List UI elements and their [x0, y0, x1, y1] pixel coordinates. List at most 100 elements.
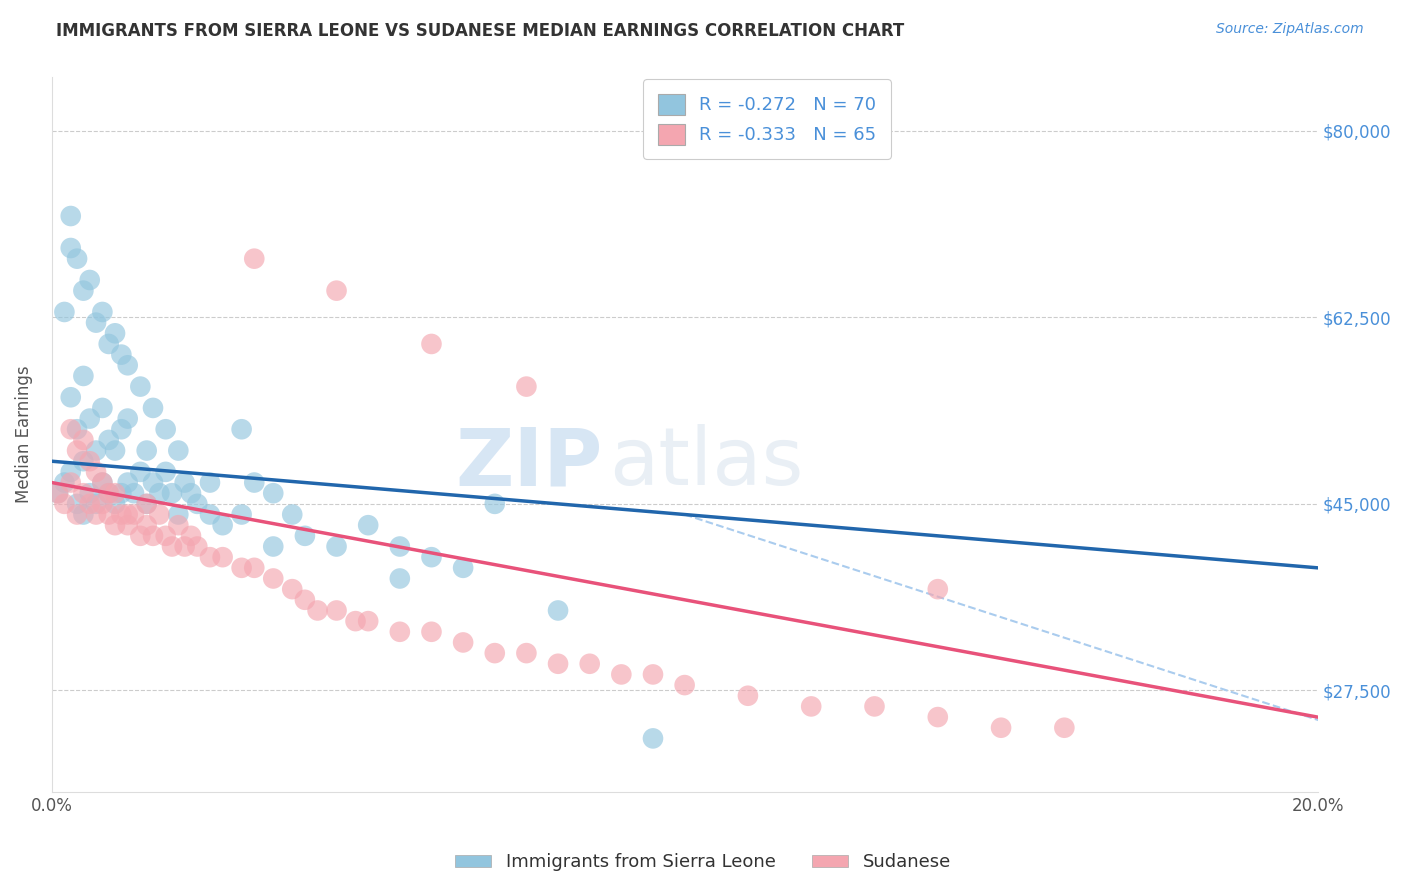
Point	[117, 411, 139, 425]
Point	[211, 550, 233, 565]
Point	[262, 572, 284, 586]
Point	[388, 572, 411, 586]
Point	[91, 497, 114, 511]
Point	[66, 443, 89, 458]
Point	[515, 379, 537, 393]
Point	[186, 497, 208, 511]
Point	[84, 497, 107, 511]
Point	[927, 582, 949, 596]
Point	[135, 443, 157, 458]
Text: IMMIGRANTS FROM SIERRA LEONE VS SUDANESE MEDIAN EARNINGS CORRELATION CHART: IMMIGRANTS FROM SIERRA LEONE VS SUDANESE…	[56, 22, 904, 40]
Point	[167, 443, 190, 458]
Point	[66, 497, 89, 511]
Point	[91, 305, 114, 319]
Point	[91, 401, 114, 415]
Point	[243, 252, 266, 266]
Point	[1053, 721, 1076, 735]
Point	[262, 540, 284, 554]
Point	[79, 454, 101, 468]
Point	[129, 465, 152, 479]
Point	[117, 518, 139, 533]
Point	[641, 667, 664, 681]
Point	[547, 603, 569, 617]
Point	[104, 518, 127, 533]
Point	[129, 529, 152, 543]
Point	[578, 657, 600, 671]
Point	[72, 454, 94, 468]
Point	[72, 508, 94, 522]
Point	[53, 305, 76, 319]
Y-axis label: Median Earnings: Median Earnings	[15, 366, 32, 503]
Point	[142, 529, 165, 543]
Point	[53, 497, 76, 511]
Point	[160, 486, 183, 500]
Legend: R = -0.272   N = 70, R = -0.333   N = 65: R = -0.272 N = 70, R = -0.333 N = 65	[643, 79, 890, 159]
Point	[122, 486, 145, 500]
Point	[53, 475, 76, 490]
Point	[104, 486, 127, 500]
Point	[927, 710, 949, 724]
Point	[173, 475, 195, 490]
Point	[148, 508, 170, 522]
Point	[420, 624, 443, 639]
Point	[325, 603, 347, 617]
Point	[117, 508, 139, 522]
Point	[515, 646, 537, 660]
Point	[97, 508, 120, 522]
Point	[84, 316, 107, 330]
Point	[325, 284, 347, 298]
Point	[484, 497, 506, 511]
Point	[155, 529, 177, 543]
Point	[91, 475, 114, 490]
Point	[72, 284, 94, 298]
Point	[59, 475, 82, 490]
Point	[79, 497, 101, 511]
Point	[167, 518, 190, 533]
Point	[451, 561, 474, 575]
Point	[180, 529, 202, 543]
Point	[97, 433, 120, 447]
Point	[79, 273, 101, 287]
Point	[79, 411, 101, 425]
Point	[610, 667, 633, 681]
Point	[84, 465, 107, 479]
Point	[451, 635, 474, 649]
Point	[641, 731, 664, 746]
Point	[673, 678, 696, 692]
Point	[142, 401, 165, 415]
Point	[110, 508, 132, 522]
Point	[72, 368, 94, 383]
Point	[46, 486, 69, 500]
Point	[243, 475, 266, 490]
Point	[990, 721, 1012, 735]
Point	[122, 508, 145, 522]
Point	[135, 518, 157, 533]
Point	[243, 561, 266, 575]
Point	[148, 486, 170, 500]
Point	[281, 582, 304, 596]
Point	[484, 646, 506, 660]
Point	[547, 657, 569, 671]
Point	[59, 422, 82, 436]
Point	[231, 561, 253, 575]
Point	[160, 540, 183, 554]
Point	[66, 252, 89, 266]
Point	[155, 465, 177, 479]
Point	[173, 540, 195, 554]
Point	[357, 614, 380, 628]
Point	[72, 486, 94, 500]
Point	[97, 486, 120, 500]
Point	[344, 614, 367, 628]
Point	[104, 497, 127, 511]
Point	[737, 689, 759, 703]
Point	[59, 390, 82, 404]
Point	[198, 508, 221, 522]
Point	[211, 518, 233, 533]
Point	[863, 699, 886, 714]
Point	[800, 699, 823, 714]
Point	[155, 422, 177, 436]
Point	[186, 540, 208, 554]
Point	[84, 443, 107, 458]
Point	[117, 475, 139, 490]
Legend: Immigrants from Sierra Leone, Sudanese: Immigrants from Sierra Leone, Sudanese	[449, 847, 957, 879]
